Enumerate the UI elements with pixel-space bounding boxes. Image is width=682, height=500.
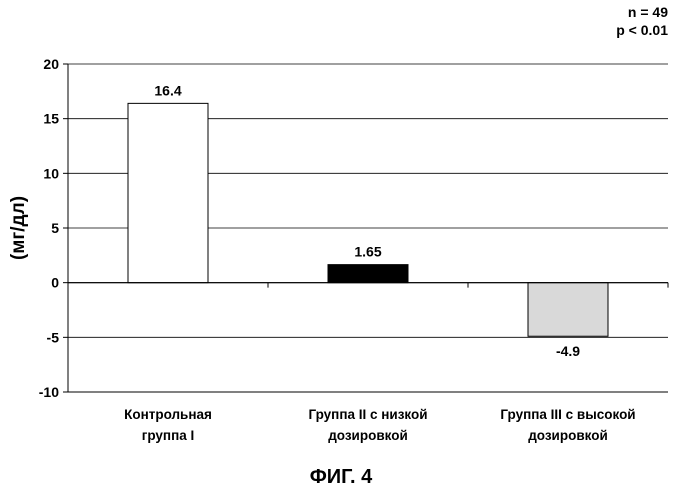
category-label: дозировкой	[328, 428, 408, 443]
bar-chart: -10 -5 0 5 10 15 20 (мг/дл) 16.4 Контрольная групп…	[8, 56, 669, 443]
y-tick-label: 15	[43, 111, 59, 127]
category-label: дозировкой	[528, 428, 608, 443]
y-tick-label: 0	[51, 275, 59, 291]
annotation-n: n = 49	[627, 4, 668, 20]
category-label: Контрольная	[124, 407, 212, 422]
figure-label: ФИГ. 4	[309, 466, 373, 488]
bar	[527, 282, 609, 337]
bar	[127, 102, 209, 284]
category-label: Группа III с высокой	[500, 407, 635, 422]
y-tick-label: 5	[51, 220, 59, 236]
category-label: Группа II с низкой	[308, 407, 427, 422]
data-label: -4.9	[556, 343, 580, 359]
y-tick-label: 20	[43, 56, 59, 72]
y-tick-label: 10	[43, 165, 59, 181]
y-axis-label: (мг/дл)	[8, 196, 29, 260]
y-tick-label: -10	[39, 384, 59, 400]
bar	[327, 264, 409, 284]
category-label: группа I	[142, 428, 195, 443]
data-label: 1.65	[354, 244, 381, 260]
annotation-p: p < 0.01	[616, 22, 668, 38]
data-label: 16.4	[154, 82, 181, 98]
y-tick-label: -5	[47, 329, 60, 345]
